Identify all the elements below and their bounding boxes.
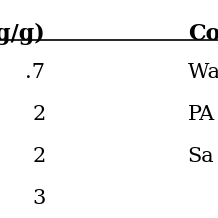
Text: Water c: Water c xyxy=(188,63,218,82)
Text: 3: 3 xyxy=(32,189,45,208)
Text: (mg/g): (mg/g) xyxy=(0,23,45,45)
Text: Sa: Sa xyxy=(188,147,214,166)
Text: 2: 2 xyxy=(32,147,45,166)
Text: 2: 2 xyxy=(32,105,45,124)
Text: Compo: Compo xyxy=(188,23,218,45)
Text: .7: .7 xyxy=(26,63,45,82)
Text: PA: PA xyxy=(188,105,215,124)
